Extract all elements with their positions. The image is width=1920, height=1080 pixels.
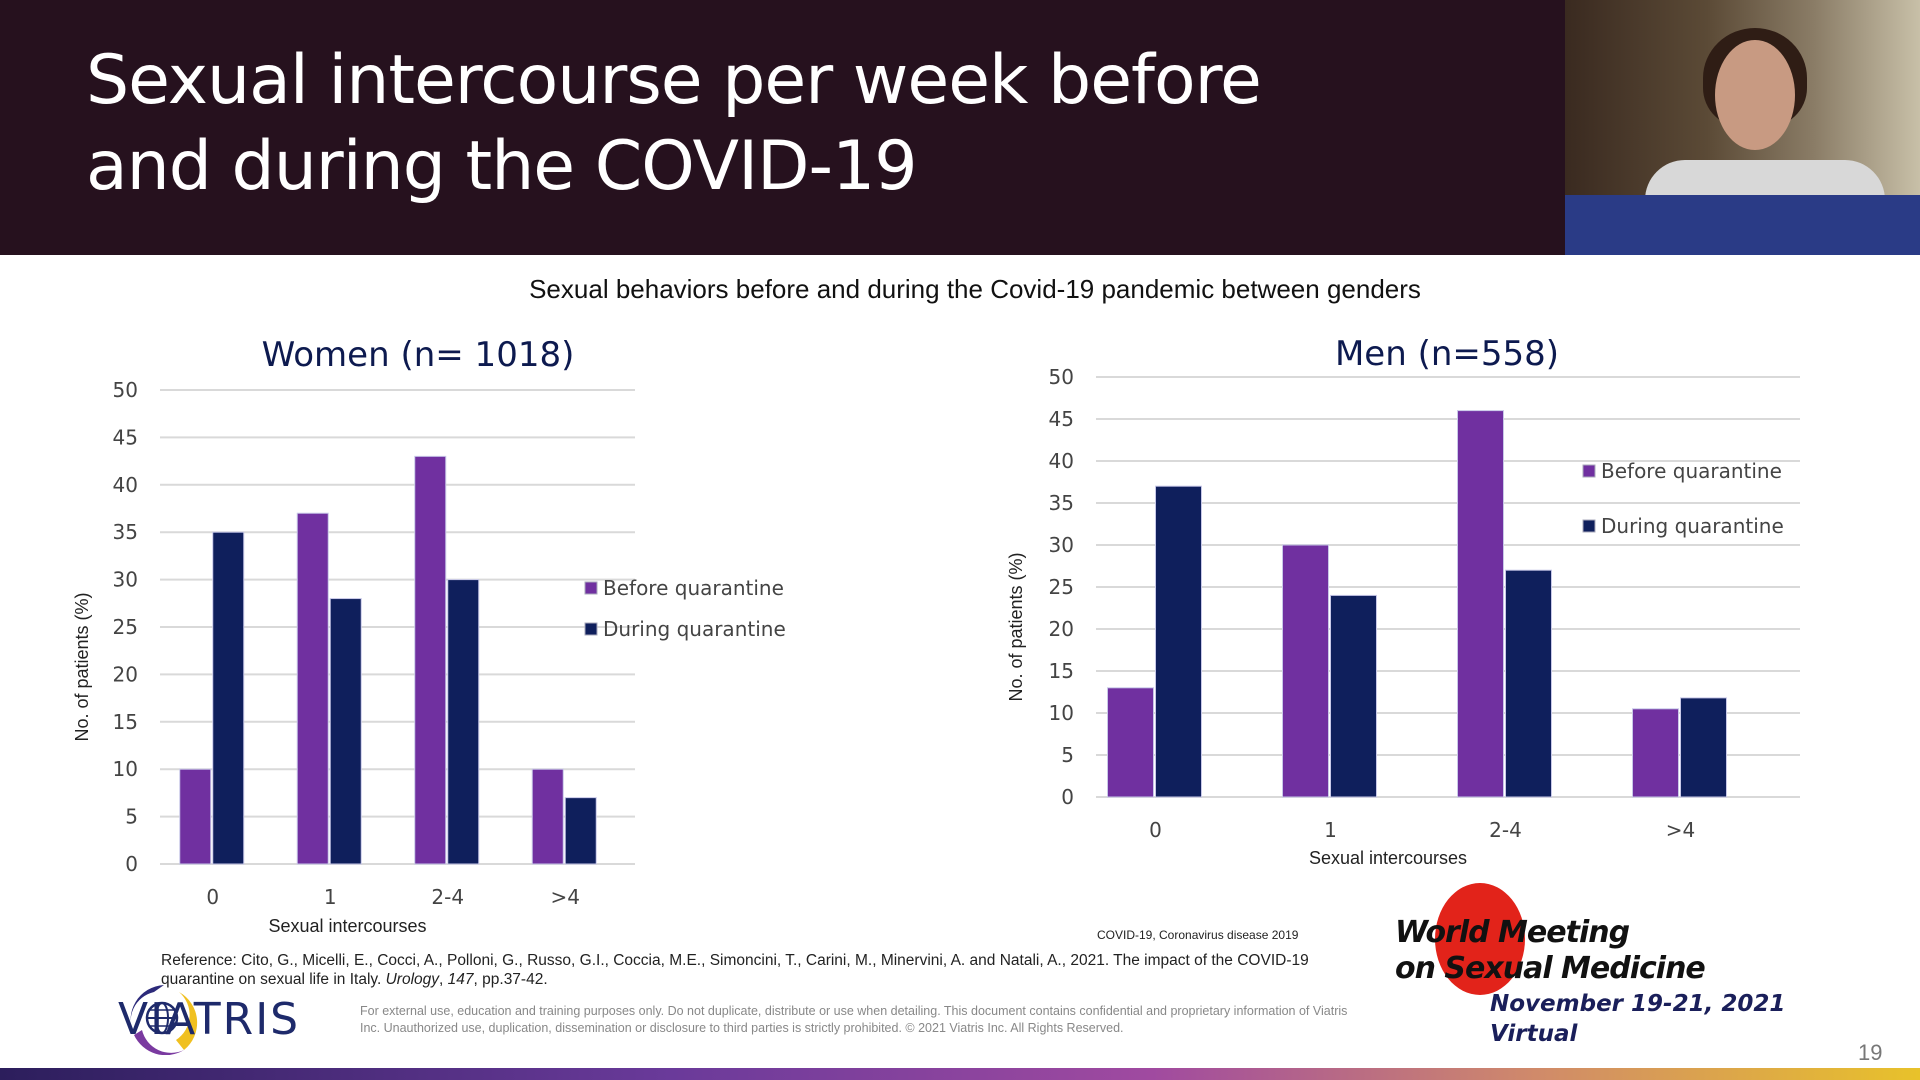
men-legend-swatch-during: [1582, 519, 1596, 533]
women-y-tick-label: 25: [113, 615, 138, 639]
men-bar-before-0: [1107, 687, 1154, 798]
women-y-tick-label: 35: [113, 520, 138, 544]
men-y-tick-label: 45: [1049, 407, 1074, 431]
men-y-axis-label: No. of patients (%): [1006, 552, 1026, 701]
red-sun-icon: [1435, 883, 1525, 995]
women-y-tick-label: 30: [113, 568, 138, 592]
women-bar-during-0: [212, 531, 245, 865]
event-name-line1: World Meeting: [1395, 915, 1630, 950]
men-y-tick-label: 5: [1061, 743, 1074, 767]
men-bar-before-1: [1282, 544, 1329, 798]
slide-title: Sexual intercourse per week before and d…: [86, 41, 1262, 206]
reference-text: Reference: Cito, G., Micelli, E., Cocci,…: [161, 952, 1309, 988]
men-bar-before-2: [1457, 410, 1504, 798]
viatris-globe-icon: [130, 985, 198, 1055]
women-x-tick-label: 2-4: [431, 885, 464, 909]
men-legend-label: During quarantine: [1601, 514, 1784, 538]
reference-citation: Reference: Cito, G., Micelli, E., Cocci,…: [161, 951, 1361, 989]
women-bar-before-3: [531, 768, 564, 865]
men-legend-label: Before quarantine: [1601, 459, 1782, 483]
women-y-tick-label: 20: [113, 662, 138, 686]
women-bar-before-0: [179, 768, 212, 865]
men-bar-during-0: [1155, 485, 1202, 798]
men-x-tick-label: 1: [1324, 818, 1337, 842]
women-y-tick-label: 5: [125, 805, 138, 829]
women-bar-before-2: [414, 455, 447, 865]
women-x-axis-label: Sexual intercourses: [268, 916, 426, 936]
men-y-tick-label: 25: [1049, 575, 1074, 599]
men-y-tick-label: 40: [1049, 449, 1074, 473]
reference-journal: Urology: [385, 971, 440, 988]
women-x-tick-label: 0: [206, 885, 219, 909]
event-name-line2: on Sexual Medicine: [1395, 951, 1706, 986]
presenter-face: [1715, 40, 1795, 150]
men-bar-during-3: [1680, 697, 1727, 798]
women-y-tick-label: 40: [113, 473, 138, 497]
webcam-background-strip: [1565, 195, 1920, 255]
men-x-tick-label: 0: [1149, 818, 1162, 842]
women-bar-during-1: [329, 598, 362, 865]
chart-subtitle: Sexual behaviors before and during the C…: [529, 274, 1421, 304]
men-x-tick-label: 2-4: [1489, 818, 1522, 842]
reference-separator: ,: [439, 971, 448, 988]
men-y-tick-label: 35: [1049, 491, 1074, 515]
bottom-gradient-bar: [0, 1068, 1920, 1080]
men-bar-before-3: [1632, 708, 1679, 798]
women-y-tick-label: 0: [125, 852, 138, 876]
event-dates: November 19-21, 2021: [1490, 991, 1786, 1017]
women-legend-swatch-during: [584, 622, 598, 636]
event-format: Virtual: [1490, 1021, 1578, 1047]
viatris-logo-text: VIATRIS: [118, 994, 301, 1045]
men-legend-swatch-before: [1582, 464, 1596, 478]
men-x-axis-label: Sexual intercourses: [1309, 848, 1467, 868]
women-chart-title: Women (n= 1018): [262, 335, 575, 375]
women-bar-during-3: [564, 797, 597, 865]
covid-abbreviation-note: COVID-19, Coronavirus disease 2019: [1097, 928, 1299, 942]
women-y-tick-label: 45: [113, 425, 138, 449]
women-bar-before-1: [296, 512, 329, 865]
men-x-tick-label: >4: [1666, 818, 1695, 842]
women-y-tick-label: 10: [113, 757, 138, 781]
women-legend-label: Before quarantine: [603, 576, 784, 600]
men-chart-title: Men (n=558): [1335, 334, 1559, 374]
men-y-tick-label: 20: [1049, 617, 1074, 641]
legal-disclaimer: For external use, education and training…: [360, 1004, 1348, 1035]
women-y-tick-label: 50: [113, 378, 138, 402]
women-x-tick-label: 1: [324, 885, 337, 909]
men-bar-during-2: [1505, 569, 1552, 798]
men-y-tick-label: 50: [1049, 365, 1074, 389]
men-bar-during-1: [1330, 594, 1377, 798]
presenter-webcam-video: [1565, 0, 1920, 255]
women-x-tick-label: >4: [551, 885, 580, 909]
men-y-tick-label: 15: [1049, 659, 1074, 683]
men-y-tick-label: 30: [1049, 533, 1074, 557]
men-y-tick-label: 10: [1049, 701, 1074, 725]
reference-volume: 147: [447, 971, 474, 988]
women-bar-during-2: [447, 579, 480, 865]
men-y-tick-label: 0: [1061, 785, 1074, 809]
women-y-tick-label: 15: [113, 710, 138, 734]
reference-pages: , pp.37-42.: [473, 971, 548, 988]
women-legend-label: During quarantine: [603, 617, 786, 641]
page-number: 19: [1858, 1040, 1883, 1065]
women-y-axis-label: No. of patients (%): [72, 592, 92, 741]
women-legend-swatch-before: [584, 581, 598, 595]
